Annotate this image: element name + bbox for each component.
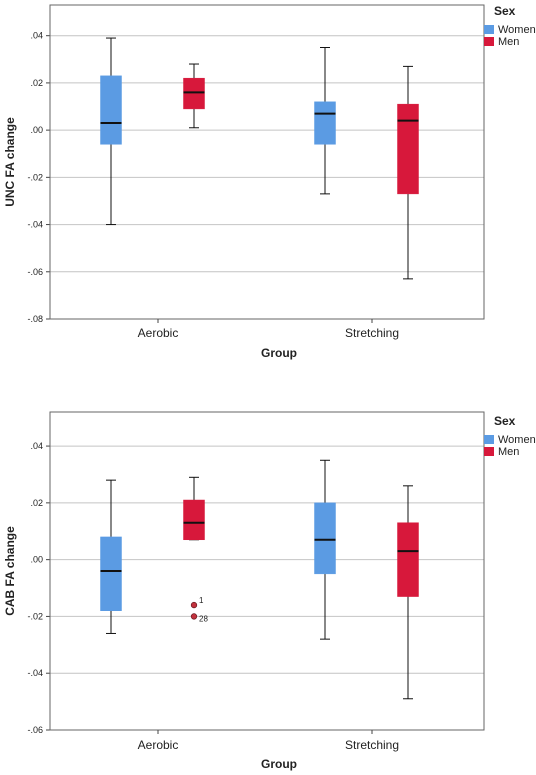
legend-swatch-women	[484, 435, 494, 444]
box-iqr	[314, 101, 336, 145]
box-iqr	[397, 522, 419, 597]
y-tick-label: -.06	[27, 725, 43, 735]
legend-title: Sex	[494, 4, 516, 18]
y-tick-label: -.04	[27, 220, 43, 230]
box-iqr	[183, 499, 205, 541]
box-iqr	[100, 536, 122, 612]
legend-swatch-women	[484, 25, 494, 34]
outlier-point	[190, 601, 198, 609]
plot-frame	[49, 411, 485, 731]
y-tick-label: -.08	[27, 314, 43, 324]
box-men-aerobic	[183, 63, 205, 129]
y-tick-label: .02	[30, 498, 43, 508]
legend-title: Sex	[494, 414, 516, 428]
legend-label-women: Women	[498, 24, 536, 36]
legend-label-men: Men	[498, 446, 519, 458]
y-tick-label: .04	[30, 441, 43, 451]
y-tick-label: -.02	[27, 611, 43, 621]
y-axis-title: CAB FA change	[3, 526, 17, 616]
box-women-aerobic	[100, 479, 122, 634]
legend-swatch-men	[484, 37, 494, 46]
legend-label-men: Men	[498, 36, 519, 48]
outlier-label: 1	[199, 596, 204, 605]
box-men-stretching	[397, 485, 419, 700]
legend-label-women: Women	[498, 434, 536, 446]
x-axis-title: Group	[261, 757, 297, 771]
box-iqr	[397, 103, 419, 195]
x-axis-title: Group	[261, 346, 297, 360]
chart-2: .04 .02 .00 -.02 -.04 -.06 Aerobic Stretching Gr…	[3, 411, 536, 771]
outlier-label: 28	[199, 614, 208, 623]
y-tick-label: -.06	[27, 267, 43, 277]
legend-swatch-men	[484, 447, 494, 456]
x-tick-label: Aerobic	[138, 326, 179, 340]
y-tick-label: .02	[30, 78, 43, 88]
box-women-aerobic	[100, 37, 122, 226]
y-tick-label: -.04	[27, 668, 43, 678]
outlier-point	[190, 613, 198, 620]
box-iqr	[183, 77, 205, 110]
x-tick-label: Stretching	[345, 326, 399, 340]
box-iqr	[314, 502, 336, 575]
x-tick-label: Aerobic	[138, 738, 179, 752]
y-tick-label: .00	[30, 555, 43, 565]
y-tick-label: -.02	[27, 172, 43, 182]
box-men-stretching	[397, 65, 419, 280]
y-tick-label: .04	[30, 31, 43, 41]
plot-frame	[49, 4, 485, 320]
box-iqr	[100, 75, 122, 145]
y-tick-label: .00	[30, 125, 43, 135]
box-women-stretching	[314, 46, 336, 195]
chart-1: .04 .02 .00 -.02 -.04 -.06 -.08 Aerobic Stretchi…	[3, 4, 536, 360]
x-tick-label: Stretching	[345, 738, 399, 752]
y-axis-title: UNC FA change	[3, 117, 17, 207]
box-women-stretching	[314, 459, 336, 640]
box-men-aerobic: 1 28	[183, 476, 208, 623]
